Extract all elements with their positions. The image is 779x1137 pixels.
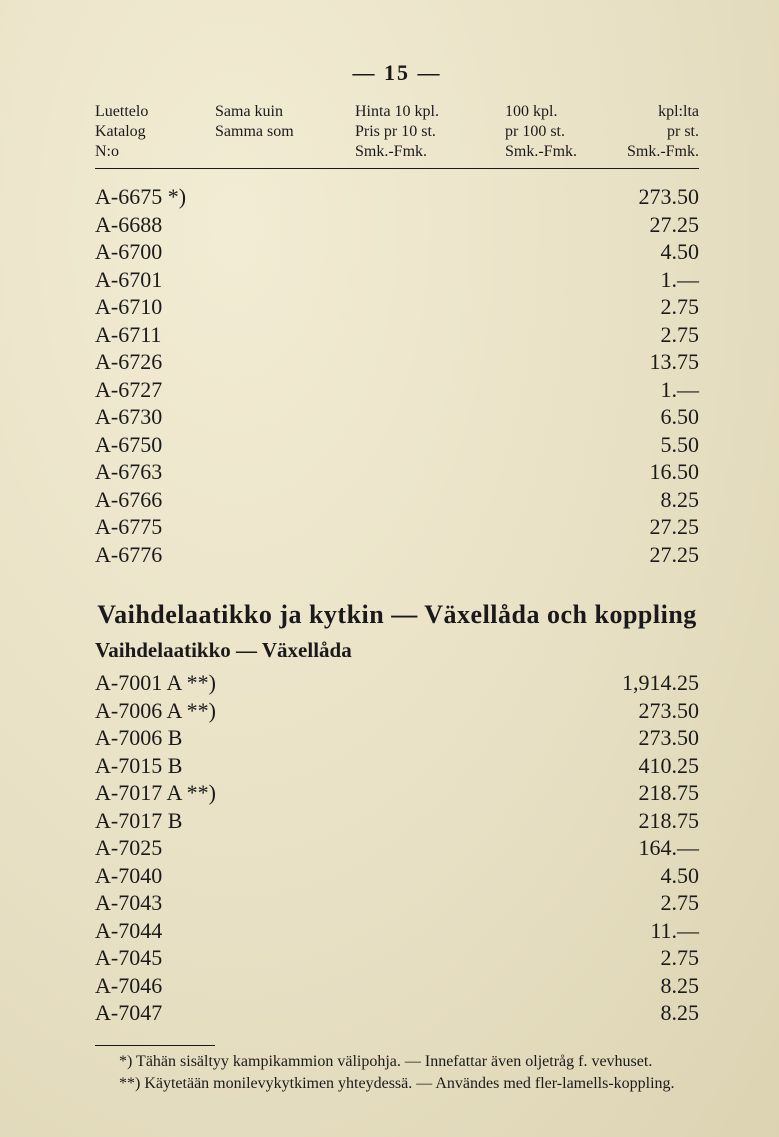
table-row: A-6750 5.50 <box>95 431 699 459</box>
scanned-page: — 15 — Luettelo Katalog N:o Sama kuin Sa… <box>0 0 779 1137</box>
unit-price: 6.50 <box>661 403 700 431</box>
header-price-10: Hinta 10 kpl. Pris pr 10 st. Smk.-Fmk. <box>355 102 505 162</box>
catalog-number: A-7043 <box>95 889 162 917</box>
unit-price: 8.25 <box>661 486 700 514</box>
table-row: A-6776 27.25 <box>95 541 699 569</box>
unit-price: 27.25 <box>650 541 700 569</box>
catalog-number: A-6710 <box>95 293 162 321</box>
footnote-single-star: *) Tähän sisältyy kampikammion välipohja… <box>95 1052 699 1072</box>
catalog-number: A-7017 A **) <box>95 779 216 807</box>
unit-price: 2.75 <box>661 944 700 972</box>
section-heading-gearbox-clutch: Vaihdelaatikko ja kytkin — Växellåda och… <box>95 600 699 630</box>
unit-price: 8.25 <box>661 999 700 1027</box>
unit-price: 1.— <box>661 266 700 294</box>
column-headers: Luettelo Katalog N:o Sama kuin Samma som… <box>95 102 699 162</box>
table-row: A-6730 6.50 <box>95 403 699 431</box>
catalog-number: A-6726 <box>95 348 162 376</box>
catalog-number: A-7046 <box>95 972 162 1000</box>
catalog-number: A-6730 <box>95 403 162 431</box>
unit-price: 5.50 <box>661 431 700 459</box>
catalog-number: A-6700 <box>95 238 162 266</box>
catalog-number: A-7015 B <box>95 752 182 780</box>
table-row: A-6701 1.— <box>95 266 699 294</box>
table-row: A-7044 11.— <box>95 917 699 945</box>
catalog-number: A-7001 A **) <box>95 669 216 697</box>
unit-price: 4.50 <box>661 238 700 266</box>
unit-price: 1.— <box>661 376 700 404</box>
table-row: A-7017 B 218.75 <box>95 807 699 835</box>
header-rule <box>95 168 699 169</box>
table-row: A-6763 16.50 <box>95 458 699 486</box>
table-row: A-7046 8.25 <box>95 972 699 1000</box>
catalog-number: A-6675 *) <box>95 183 186 211</box>
price-table-upper: A-6675 *)273.50A-668827.25A-67004.50A-67… <box>95 183 699 568</box>
catalog-number: A-7045 <box>95 944 162 972</box>
unit-price: 2.75 <box>661 889 700 917</box>
footnote-double-star: **) Käytetään monilevykytkimen yhteydess… <box>95 1074 699 1094</box>
catalog-number: A-6763 <box>95 458 162 486</box>
table-row: A-6726 13.75 <box>95 348 699 376</box>
table-row: A-7040 4.50 <box>95 862 699 890</box>
table-row: A-6710 2.75 <box>95 293 699 321</box>
unit-price: 16.50 <box>650 458 700 486</box>
unit-price: 2.75 <box>661 293 700 321</box>
table-row: A-6675 *) 273.50 <box>95 183 699 211</box>
table-row: A-7025 164.— <box>95 834 699 862</box>
table-row: A-6775 27.25 <box>95 513 699 541</box>
catalog-number: A-6776 <box>95 541 162 569</box>
price-table-lower: A-7001 A **)1,914.25A-7006 A **)273.50A-… <box>95 669 699 1027</box>
unit-price: 164.— <box>639 834 700 862</box>
header-catalog-no: Luettelo Katalog N:o <box>95 102 215 162</box>
page-number: — 15 — <box>95 60 699 86</box>
catalog-number: A-6750 <box>95 431 162 459</box>
header-price-100: 100 kpl. pr 100 st. Smk.-Fmk. <box>505 102 625 162</box>
table-row: A-6711 2.75 <box>95 321 699 349</box>
unit-price: 27.25 <box>650 211 700 239</box>
table-row: A-7043 2.75 <box>95 889 699 917</box>
unit-price: 13.75 <box>650 348 700 376</box>
table-row: A-6766 8.25 <box>95 486 699 514</box>
table-row: A-7001 A **) 1,914.25 <box>95 669 699 697</box>
catalog-number: A-7044 <box>95 917 162 945</box>
catalog-number: A-7017 B <box>95 807 182 835</box>
unit-price: 2.75 <box>661 321 700 349</box>
unit-price: 8.25 <box>661 972 700 1000</box>
catalog-number: A-6711 <box>95 321 161 349</box>
footnotes: *) Tähän sisältyy kampikammion välipohja… <box>95 1052 699 1094</box>
subsection-heading-gearbox: Vaihdelaatikko — Växellåda <box>95 638 699 663</box>
catalog-number: A-6766 <box>95 486 162 514</box>
catalog-number: A-7006 B <box>95 724 182 752</box>
table-row: A-7015 B 410.25 <box>95 752 699 780</box>
unit-price: 218.75 <box>639 779 700 807</box>
catalog-number: A-6727 <box>95 376 162 404</box>
unit-price: 273.50 <box>639 724 700 752</box>
header-price-each: kpl:lta pr st. Smk.-Fmk. <box>625 102 699 162</box>
catalog-number: A-7040 <box>95 862 162 890</box>
unit-price: 11.— <box>650 917 699 945</box>
header-same-as: Sama kuin Samma som <box>215 102 355 162</box>
catalog-number: A-7006 A **) <box>95 697 216 725</box>
catalog-number: A-6701 <box>95 266 162 294</box>
catalog-number: A-7025 <box>95 834 162 862</box>
unit-price: 273.50 <box>639 697 700 725</box>
table-row: A-7006 A **) 273.50 <box>95 697 699 725</box>
catalog-number: A-7047 <box>95 999 162 1027</box>
unit-price: 410.25 <box>639 752 700 780</box>
unit-price: 1,914.25 <box>622 669 699 697</box>
unit-price: 218.75 <box>639 807 700 835</box>
table-row: A-7047 8.25 <box>95 999 699 1027</box>
unit-price: 273.50 <box>639 183 700 211</box>
table-row: A-7045 2.75 <box>95 944 699 972</box>
table-row: A-7017 A **) 218.75 <box>95 779 699 807</box>
footnote-rule <box>95 1045 215 1046</box>
table-row: A-6727 1.— <box>95 376 699 404</box>
catalog-number: A-6688 <box>95 211 162 239</box>
unit-price: 27.25 <box>650 513 700 541</box>
table-row: A-6688 27.25 <box>95 211 699 239</box>
unit-price: 4.50 <box>661 862 700 890</box>
catalog-number: A-6775 <box>95 513 162 541</box>
table-row: A-7006 B 273.50 <box>95 724 699 752</box>
table-row: A-6700 4.50 <box>95 238 699 266</box>
